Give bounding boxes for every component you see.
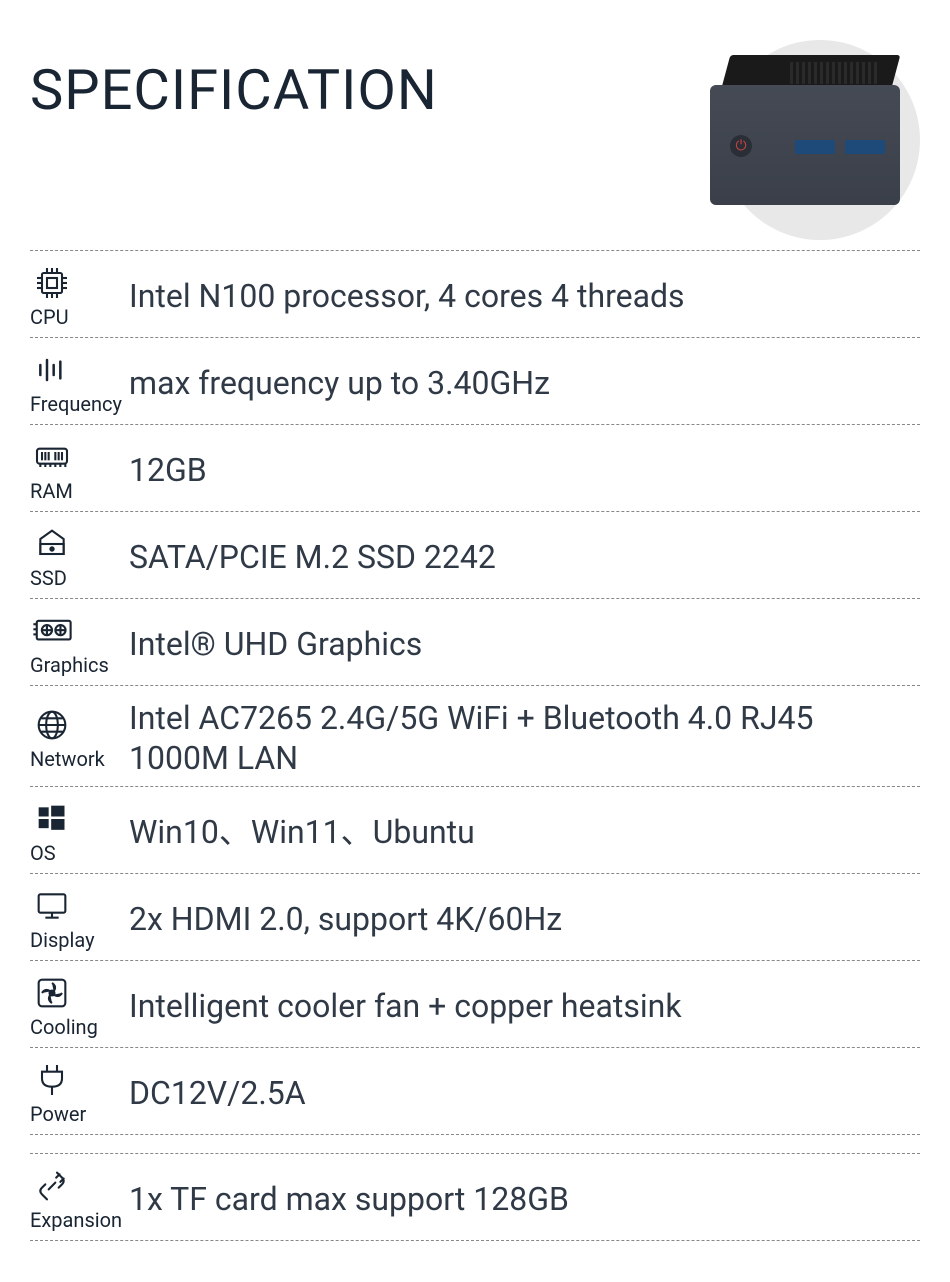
- spec-row-power: Power DC12V/2.5A: [30, 1048, 920, 1135]
- spec-value: Win10、Win11、Ubuntu: [125, 812, 920, 852]
- expansion-icon: [30, 1166, 80, 1206]
- spec-label: OS: [30, 841, 56, 865]
- spec-label: Expansion: [30, 1208, 122, 1232]
- product-image: ⏻: [690, 40, 920, 230]
- spec-row-cpu: CPU Intel N100 processor, 4 cores 4 thre…: [30, 251, 920, 338]
- spec-row-expansion: Expansion 1x TF card max support 128GB: [30, 1153, 920, 1241]
- spec-sheet: SPECIFICATION ⏻: [0, 0, 950, 1281]
- spec-row-os: OS Win10、Win11、Ubuntu: [30, 787, 920, 874]
- spec-value: max frequency up to 3.40GHz: [125, 363, 920, 403]
- spec-label: Graphics: [30, 653, 109, 677]
- display-icon: [30, 886, 80, 926]
- page-title: SPECIFICATION: [30, 40, 438, 122]
- cooling-icon: [30, 973, 80, 1013]
- spec-label: CPU: [30, 305, 69, 329]
- spec-label: Power: [30, 1102, 86, 1126]
- graphics-icon: [30, 611, 80, 651]
- spec-value: Intel N100 processor, 4 cores 4 threads: [125, 276, 920, 316]
- spec-row-frequency: Frequency max frequency up to 3.40GHz: [30, 338, 920, 425]
- spec-row-ram: RAM 12GB: [30, 425, 920, 512]
- spec-label: Cooling: [30, 1015, 98, 1039]
- spec-label: Network: [30, 747, 105, 771]
- network-icon: [30, 705, 80, 745]
- spec-label: SSD: [30, 566, 67, 590]
- spec-row-cooling: Cooling Intelligent cooler fan + copper …: [30, 961, 920, 1048]
- spec-value: DC12V/2.5A: [125, 1073, 920, 1113]
- cpu-icon: [30, 263, 80, 303]
- frequency-icon: [30, 350, 80, 390]
- spec-value: 12GB: [125, 450, 920, 490]
- ram-icon: [30, 437, 80, 477]
- spec-value: Intelligent cooler fan + copper heatsink: [125, 986, 920, 1026]
- power-icon: [30, 1060, 80, 1100]
- ssd-icon: [30, 524, 80, 564]
- spec-row-display: Display 2x HDMI 2.0, support 4K/60Hz: [30, 874, 920, 961]
- spec-value: 1x TF card max support 128GB: [125, 1179, 920, 1219]
- spec-label: Frequency: [30, 392, 122, 416]
- spec-value: Intel AC7265 2.4G/5G WiFi + Bluetooth 4.…: [125, 698, 920, 778]
- spec-row-network: Network Intel AC7265 2.4G/5G WiFi + Blue…: [30, 686, 920, 787]
- spec-row-graphics: Graphics Intel® UHD Graphics: [30, 599, 920, 686]
- header: SPECIFICATION ⏻: [30, 40, 920, 230]
- spec-label: RAM: [30, 479, 73, 503]
- spec-row-ssd: SSD SATA/PCIE M.2 SSD 2242: [30, 512, 920, 599]
- spec-value: SATA/PCIE M.2 SSD 2242: [125, 537, 920, 577]
- spec-label: Display: [30, 928, 95, 952]
- spec-value: 2x HDMI 2.0, support 4K/60Hz: [125, 899, 920, 939]
- os-icon: [30, 799, 80, 839]
- spec-list: CPU Intel N100 processor, 4 cores 4 thre…: [30, 250, 920, 1241]
- spec-value: Intel® UHD Graphics: [125, 624, 920, 664]
